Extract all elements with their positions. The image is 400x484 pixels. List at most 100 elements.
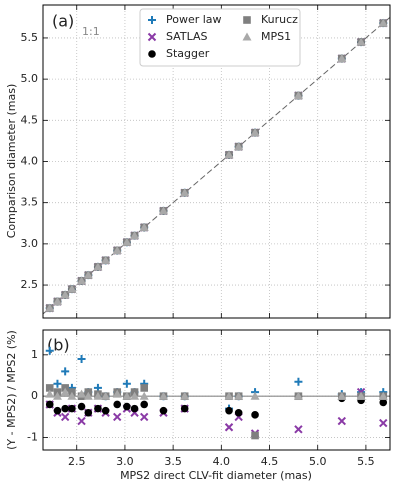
legend-label: SATLAS <box>166 30 207 43</box>
marker-circle <box>123 402 131 411</box>
marker-plus <box>122 379 131 388</box>
legend-box <box>139 8 301 67</box>
y-tick-label: 0 <box>31 389 38 402</box>
y-axis-label: (Y - MPS2) / MPS2 (%) <box>5 330 18 450</box>
marker-triangle <box>122 391 132 400</box>
marker-triangle <box>356 37 366 46</box>
y-tick-label: 2.5 <box>21 278 39 291</box>
y-tick-label: 1 <box>31 348 38 361</box>
legend-marker <box>243 16 251 24</box>
legend-marker <box>242 32 252 41</box>
marker-circle <box>101 406 110 415</box>
marker-triangle <box>122 237 132 246</box>
marker-circle <box>225 406 233 415</box>
marker-circle <box>53 406 62 415</box>
marker-triangle <box>337 54 347 63</box>
marker-x <box>337 416 347 426</box>
marker-x <box>379 418 388 428</box>
plot-frame <box>42 4 391 319</box>
x-tick-label: 4.0 <box>213 455 231 468</box>
legend-marker <box>147 32 157 42</box>
marker-plus <box>61 367 70 376</box>
x-tick-label: 3.5 <box>164 455 182 468</box>
marker-triangle <box>77 389 87 398</box>
marker-triangle <box>60 387 70 396</box>
marker-plus <box>77 354 86 363</box>
marker-triangle <box>224 150 234 159</box>
marker-circle <box>251 411 259 419</box>
marker-triangle <box>250 128 260 137</box>
marker-circle <box>234 408 243 417</box>
y-tick-label: 5.5 <box>21 31 39 44</box>
x-axis-label: MPS2 direct CLV-fit diameter (mas) <box>120 469 312 482</box>
marker-circle <box>113 400 122 409</box>
marker-circle <box>180 404 189 413</box>
x-tick-label: 4.5 <box>261 455 279 468</box>
marker-triangle <box>112 245 122 254</box>
marker-circle <box>61 404 69 413</box>
marker-triangle <box>378 391 388 400</box>
marker-square <box>45 384 54 392</box>
y-tick-label: 4.5 <box>21 113 39 126</box>
marker-triangle <box>180 188 190 197</box>
y-tick-label: -1 <box>27 431 38 444</box>
y-tick-label: 3.0 <box>21 237 39 250</box>
legend-label: Kurucz <box>261 13 298 26</box>
marker-circle <box>45 400 54 409</box>
y-tick-label: 3.5 <box>21 196 39 209</box>
marker-triangle <box>67 391 77 400</box>
marker-triangle <box>60 290 70 299</box>
x-tick-label: 5.5 <box>357 455 375 468</box>
legend-label: Power law <box>166 13 222 26</box>
y-axis-label: Comparison diameter (mas) <box>5 84 18 239</box>
y-tick-label: 4.0 <box>21 155 39 168</box>
marker-triangle <box>83 270 93 279</box>
marker-circle <box>140 400 149 409</box>
marker-triangle <box>45 389 55 398</box>
marker-triangle <box>93 391 103 400</box>
marker-circle <box>84 408 93 417</box>
marker-triangle <box>101 255 111 264</box>
marker-triangle <box>130 231 140 240</box>
marker-circle <box>94 404 102 413</box>
identity-label: 1:1 <box>82 25 100 38</box>
x-tick-label: 5.0 <box>309 455 327 468</box>
marker-triangle <box>293 91 303 100</box>
marker-circle <box>379 398 388 407</box>
marker-x <box>140 412 149 422</box>
marker-triangle <box>356 391 366 400</box>
marker-x <box>113 412 122 422</box>
legend-marker <box>148 16 156 24</box>
legend-label: MPS1 <box>261 30 291 43</box>
marker-triangle <box>337 391 347 400</box>
marker-triangle <box>67 284 77 293</box>
marker-x <box>77 416 86 426</box>
legend-marker <box>148 50 156 58</box>
marker-triangle <box>112 389 122 398</box>
marker-triangle <box>293 391 303 400</box>
marker-triangle <box>77 276 87 285</box>
marker-triangle <box>180 391 190 400</box>
marker-triangle <box>139 222 149 231</box>
marker-circle <box>68 404 76 413</box>
marker-circle <box>130 404 139 413</box>
marker-x <box>224 423 234 432</box>
marker-triangle <box>158 206 168 215</box>
marker-circle <box>77 402 86 411</box>
marker-triangle <box>93 262 103 271</box>
marker-square <box>251 431 259 440</box>
legend-label: Stagger <box>166 47 210 60</box>
plot-frame <box>42 329 391 451</box>
marker-triangle <box>250 391 260 400</box>
y-tick-label: 5.0 <box>21 72 39 85</box>
marker-plus <box>294 377 303 386</box>
marker-triangle <box>234 391 244 400</box>
marker-triangle <box>224 391 234 400</box>
marker-triangle <box>45 303 55 312</box>
marker-triangle <box>101 391 111 400</box>
marker-plus <box>45 346 54 355</box>
marker-triangle <box>378 18 388 27</box>
marker-square <box>140 384 149 392</box>
marker-plus <box>53 379 62 388</box>
